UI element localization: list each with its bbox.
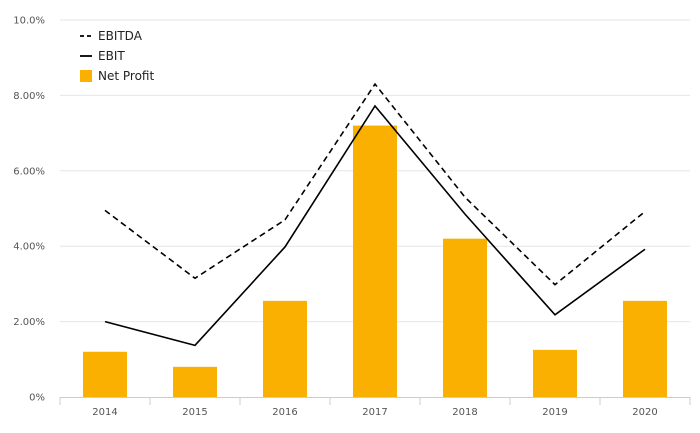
legend-label: EBIT	[98, 49, 125, 63]
net-profit-bar-2017	[353, 125, 397, 397]
net-profit-bar-2016	[263, 300, 307, 397]
legend-label: Net Profit	[98, 69, 154, 83]
y-tick-label: 6.00%	[13, 166, 45, 177]
y-axis: 0% 2.00% 4.00% 6.00% 8.00% 10.0%	[13, 16, 45, 404]
net-profit-bar-2020	[623, 300, 667, 397]
y-tick-label: 8.00%	[13, 91, 45, 102]
x-tick-label: 2014	[92, 407, 117, 418]
net-profit-bar-2014	[83, 351, 127, 397]
line-series	[104, 82, 646, 347]
net-profit-bars	[83, 125, 667, 397]
y-tick-label: 10.0%	[13, 16, 45, 27]
y-tick-label: 4.00%	[13, 242, 45, 253]
x-tick-label: 2016	[272, 407, 297, 418]
legend: EBITDA EBIT Net Profit	[80, 29, 154, 83]
net-profit-bar-2018	[443, 238, 487, 397]
ebitda-line	[104, 82, 646, 286]
x-tick-label: 2017	[362, 407, 387, 418]
x-tick-label: 2018	[452, 407, 477, 418]
x-tick-label: 2019	[542, 407, 567, 418]
legend-swatch-net-profit	[80, 70, 92, 82]
y-tick-label: 0%	[29, 393, 45, 404]
y-tick-label: 2.00%	[13, 317, 45, 328]
net-profit-bar-2019	[533, 349, 577, 397]
x-tick-label: 2020	[632, 407, 657, 418]
legend-label: EBITDA	[98, 29, 143, 43]
x-axis: 2014 2015 2016 2017 2018 2019 2020	[59, 397, 691, 418]
x-tick-label: 2015	[182, 407, 207, 418]
net-profit-bar-2015	[173, 366, 217, 397]
ebit-line	[104, 104, 646, 347]
